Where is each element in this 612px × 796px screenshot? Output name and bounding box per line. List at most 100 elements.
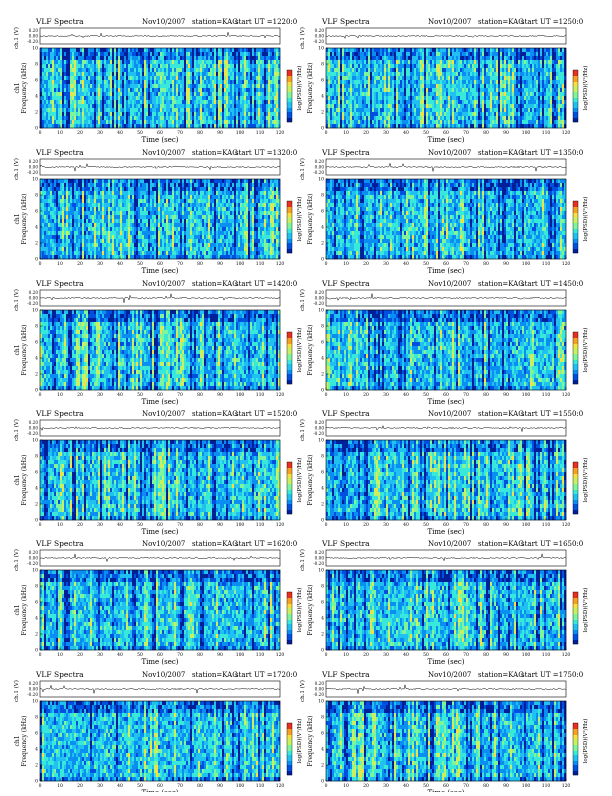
spectrogram-cell <box>422 48 424 52</box>
spectrogram-cell <box>138 72 140 76</box>
spectrogram-cell <box>528 60 530 64</box>
spectrogram-cell <box>500 68 502 72</box>
spectrogram-cell <box>554 92 556 96</box>
spectrogram-cell <box>392 56 394 60</box>
spectrogram-cell <box>344 116 346 120</box>
spectrogram-cell <box>502 68 504 72</box>
spectrogram-cell <box>422 84 424 88</box>
spectrogram-cell <box>42 120 44 124</box>
spectrogram-cell <box>342 76 344 80</box>
spectrogram-cell <box>106 76 108 80</box>
spectrogram-cell <box>412 112 414 116</box>
spectrogram-cell <box>188 56 190 60</box>
spectrogram-cell <box>408 92 410 96</box>
spectrogram-cell <box>118 120 120 124</box>
spectrogram-cell <box>426 96 428 100</box>
spectrogram-cell <box>526 120 528 124</box>
spectrogram-cell <box>114 100 116 104</box>
spectrogram-cell <box>178 116 180 120</box>
spectrogram-cell <box>150 76 152 80</box>
spectrogram-cell <box>462 56 464 60</box>
spectrogram-cell <box>508 100 510 104</box>
spectrogram-cell <box>344 52 346 56</box>
spectrogram-cell <box>456 100 458 104</box>
spectrogram-cell <box>174 92 176 96</box>
spectrogram-cell <box>50 60 52 64</box>
spectrogram-cell <box>466 68 468 72</box>
spectrogram-cell <box>444 76 446 80</box>
spectrogram-cell <box>464 52 466 56</box>
spectrogram-cell <box>74 112 76 116</box>
spectrogram-cell <box>420 64 422 68</box>
spectrogram-cell <box>206 92 208 96</box>
spectrogram-cell <box>108 80 110 84</box>
spectrogram-cell <box>206 84 208 88</box>
spectrogram-cell <box>440 124 442 128</box>
spectrogram-cell <box>80 96 82 100</box>
spectrogram-cell <box>250 92 252 96</box>
spectrogram-cell <box>400 68 402 72</box>
spectrogram-cell <box>150 48 152 52</box>
spectrogram-cell <box>144 104 146 108</box>
spectrogram-cell <box>276 68 278 72</box>
spectrogram-cell <box>494 52 496 56</box>
spectrogram-cell <box>488 84 490 88</box>
spectrogram-cell <box>538 60 540 64</box>
spectrogram-cell <box>258 116 260 120</box>
spectrogram-cell <box>530 72 532 76</box>
spectrogram-cell <box>340 60 342 64</box>
spectrogram-cell <box>384 68 386 72</box>
spectrogram-cell <box>526 112 528 116</box>
spectrogram-cell <box>224 88 226 92</box>
spectrogram-cell <box>46 104 48 108</box>
spectrogram-cell <box>416 120 418 124</box>
spectrogram-cell <box>552 56 554 60</box>
spectrogram-cell <box>440 60 442 64</box>
colorbar-segment <box>287 116 292 118</box>
spectrogram-cell <box>470 76 472 80</box>
spectrogram-cell <box>64 124 66 128</box>
spectrogram-cell <box>132 108 134 112</box>
spectrogram-cell <box>498 124 500 128</box>
spectrogram-cell <box>392 92 394 96</box>
spectrogram-cell <box>404 92 406 96</box>
spectrogram-cell <box>358 96 360 100</box>
spectrogram-cell <box>156 48 158 52</box>
spectrogram-cell <box>96 60 98 64</box>
spectrogram-cell <box>198 48 200 52</box>
spectrogram-cell <box>116 100 118 104</box>
colorbar-segment <box>287 118 292 120</box>
spectrogram-cell <box>74 76 76 80</box>
spectrogram-cell <box>238 64 240 68</box>
spectrogram-cell <box>382 56 384 60</box>
spectrogram-cell <box>110 124 112 128</box>
spectrogram-cell <box>220 48 222 52</box>
spectrogram-cell <box>154 104 156 108</box>
spectrogram-cell <box>332 68 334 72</box>
spectrogram-cell <box>114 104 116 108</box>
spectrogram-cell <box>414 60 416 64</box>
spectrogram-cell <box>400 80 402 84</box>
spectrogram-cell <box>276 64 278 68</box>
spectrogram-cell <box>100 76 102 80</box>
spectrogram-cell <box>84 96 86 100</box>
spectrogram-cell <box>558 88 560 92</box>
spectrogram-cell <box>192 120 194 124</box>
spectrogram-cell <box>456 124 458 128</box>
spectrogram-cell <box>426 84 428 88</box>
spectrogram-cell <box>334 92 336 96</box>
spectrogram-cell <box>134 72 136 76</box>
spectrogram-cell <box>368 76 370 80</box>
spectrogram-cell <box>552 124 554 128</box>
panel-station: station=KAG <box>192 149 238 157</box>
spectrogram-cell <box>384 96 386 100</box>
spectrogram-cell <box>528 76 530 80</box>
spectrogram-cell <box>194 84 196 88</box>
spectrogram-cell <box>118 84 120 88</box>
spectrogram-cell <box>248 76 250 80</box>
spectrogram-cell <box>226 60 228 64</box>
spectrogram-cell <box>228 116 230 120</box>
spectrogram-cell <box>530 108 532 112</box>
spectrogram-cell <box>522 108 524 112</box>
spectrogram-cell <box>408 88 410 92</box>
